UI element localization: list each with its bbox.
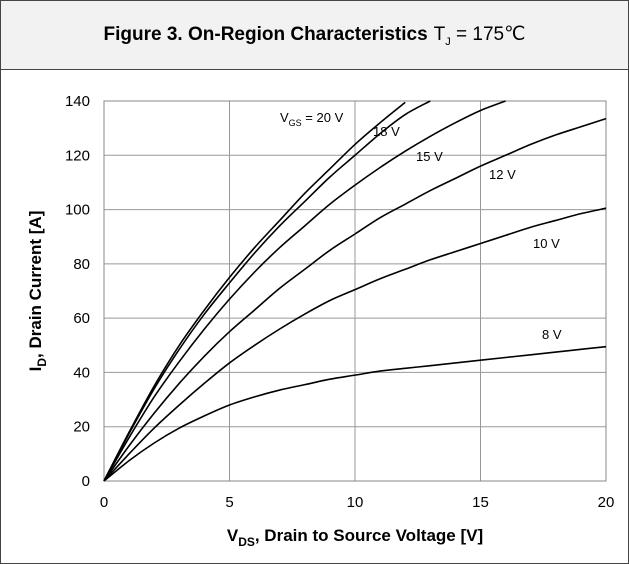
figure-title: Figure 3. On-Region Characteristics TJ =… <box>1 1 628 70</box>
x-tick-label: 20 <box>598 494 615 511</box>
y-tick-label: 120 <box>65 147 90 164</box>
y-axis-label: ID, Drain Current [A] <box>26 211 49 372</box>
tj-var: T <box>433 23 446 45</box>
tj-sub: J <box>445 35 451 48</box>
curve-label-12v: 12 V <box>489 167 516 182</box>
y-tick-label: 80 <box>73 256 90 273</box>
plot-area-border <box>103 100 607 482</box>
x-tick-label: 15 <box>472 494 489 511</box>
curve-series-1 <box>103 100 431 482</box>
y-tick-label: 40 <box>73 364 90 381</box>
y-tick-label: 100 <box>65 202 90 219</box>
curve-series-2 <box>103 100 506 482</box>
curve-label-10v: 10 V <box>533 236 560 251</box>
junction-temp-label: TJ = 175℃ <box>434 23 526 48</box>
curve-label-20v: VGS = 20 V <box>280 110 344 128</box>
y-tick-label: 140 <box>65 93 90 110</box>
x-tick-labels: 0 5 10 15 20 <box>100 494 615 511</box>
x-axis-label: VDS, Drain to Source Voltage [V] <box>227 526 483 549</box>
y-tick-labels: 0 20 40 60 80 100 120 140 <box>65 93 90 490</box>
y-tick-label: 20 <box>73 419 90 436</box>
x-tick-label: 5 <box>225 494 233 511</box>
curve-label-18v: 18 V <box>373 124 400 139</box>
curves <box>103 100 607 482</box>
figure-title-text: Figure 3. On-Region Characteristics <box>103 24 428 45</box>
y-tick-label: 0 <box>82 473 90 490</box>
y-tick-label: 60 <box>73 310 90 327</box>
curve-series-5 <box>103 345 607 482</box>
curve-series-0 <box>103 101 406 482</box>
on-region-chart: 0 20 40 60 80 100 120 140 0 5 10 15 20 VDS, Drain t… <box>26 93 615 549</box>
curve-label-15v: 15 V <box>416 149 443 164</box>
curve-label-8v: 8 V <box>542 327 562 342</box>
grid-lines <box>103 100 607 482</box>
tj-value: = 175℃ <box>450 23 526 45</box>
curve-series-3 <box>103 117 607 482</box>
x-tick-label: 10 <box>347 494 364 511</box>
x-tick-label: 0 <box>100 494 108 511</box>
curve-series-4 <box>103 207 607 482</box>
